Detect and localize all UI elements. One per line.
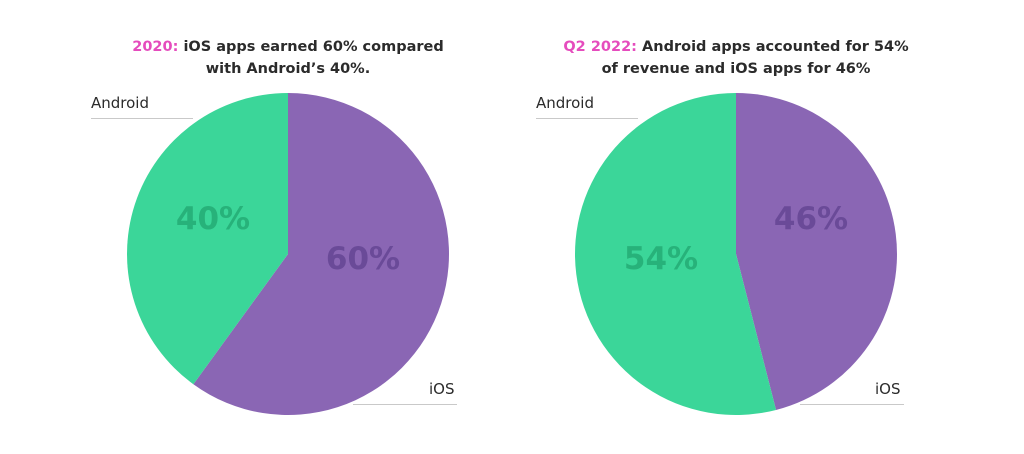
chart1-ios-leader <box>353 404 457 405</box>
chart2-title: Q2 2022: Android apps accounted for 54% … <box>546 36 926 80</box>
chart1-title-line2: with Android’s 40%. <box>205 61 371 77</box>
chart1-title-highlight: 2020: <box>132 39 179 55</box>
chart2-ios-slice <box>736 93 898 410</box>
chart1-android-slice <box>126 93 288 385</box>
chart2-title-line2: of revenue and iOS apps for 46% <box>601 61 871 77</box>
chart2-android-slice <box>575 93 777 415</box>
chart2-android-value-label: 54% <box>624 241 698 277</box>
chart2-android-leader <box>536 118 638 119</box>
chart1-ios-label: iOS <box>429 380 455 398</box>
chart2-title-line1: Android apps accounted for 54% <box>636 39 909 55</box>
chart1-android-value-label: 40% <box>176 201 250 237</box>
chart1-ios-slice <box>193 93 449 415</box>
chart2-ios-leader <box>800 404 904 405</box>
chart1-android-leader <box>91 118 193 119</box>
chart2-title-highlight: Q2 2022: <box>563 39 637 55</box>
chart2-android-label: Android <box>536 94 594 112</box>
chart2-ios-value-label: 46% <box>774 201 848 237</box>
chart1-title-line1: iOS apps earned 60% compared <box>178 39 444 55</box>
chart1-ios-value-label: 60% <box>326 241 400 277</box>
chart2-ios-label: iOS <box>875 380 901 398</box>
chart1-android-label: Android <box>91 94 149 112</box>
chart1-pie: 60% 40% <box>126 93 449 415</box>
chart2-pie: 46% 54% <box>575 93 898 415</box>
chart1-title: 2020: iOS apps earned 60% compared with … <box>98 36 478 80</box>
